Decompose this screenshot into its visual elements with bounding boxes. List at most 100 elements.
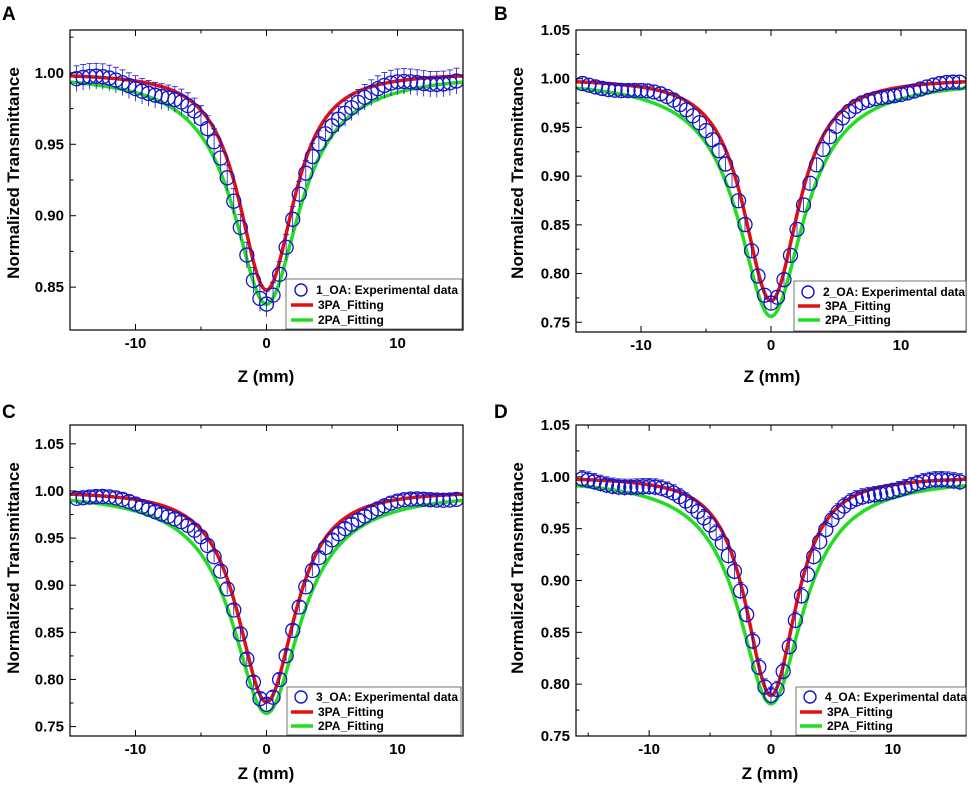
x-tick-label: -10 (125, 741, 147, 758)
data-point (808, 157, 825, 173)
data-point (909, 475, 925, 492)
panel-letter-b: B (494, 4, 508, 25)
data-point (769, 289, 786, 305)
data-point (95, 488, 111, 505)
data-point (717, 156, 734, 172)
data-point (623, 479, 639, 496)
data-point (806, 548, 822, 565)
data-point (714, 535, 730, 551)
panel-letter-d: D (494, 402, 508, 423)
data-point (442, 75, 458, 91)
data-point (598, 477, 615, 493)
x-tick-label: 10 (885, 741, 902, 758)
y-tick-label: 1.00 (35, 65, 64, 82)
legend-box-a (285, 278, 463, 330)
y-axis-title-d: Normalized Transmittance (508, 462, 527, 674)
legend-label-2pa-d: 2PA_Fitting (827, 719, 893, 733)
data-point (442, 492, 458, 508)
data-point (641, 479, 657, 495)
data-point (376, 498, 393, 514)
data-point (921, 472, 938, 489)
x-axis-title-b: Z (mm) (744, 367, 801, 386)
data-point (383, 75, 399, 91)
y-tick-label: 0.80 (541, 266, 570, 283)
data-point (285, 622, 301, 639)
data-point (101, 70, 117, 86)
data-point (607, 82, 623, 98)
plot-area-b: -10 0 10 0.75 0.80 0.85 0.90 0.95 1.00 1.05 (541, 22, 967, 354)
data-point (751, 659, 767, 675)
data-point (737, 216, 753, 233)
data-point (848, 491, 864, 507)
x-tick-label: 0 (767, 741, 775, 758)
fit-line-3pa-b (576, 80, 966, 303)
data-point (873, 486, 889, 502)
data-point (690, 503, 706, 520)
data-point (127, 496, 144, 512)
data-point (738, 606, 755, 623)
data-point (952, 474, 966, 490)
data-point (789, 221, 805, 238)
data-point (108, 72, 124, 88)
data-point (600, 81, 617, 98)
y-tick-label: 0.90 (541, 573, 570, 590)
data-point (611, 479, 627, 495)
legend-label-3pa-d: 3PA_Fitting (827, 705, 893, 719)
data-point (617, 479, 633, 496)
data-point (422, 76, 438, 92)
data-point (629, 479, 645, 495)
data-point (620, 82, 636, 99)
data-point (396, 492, 412, 508)
data-point (604, 478, 621, 494)
legend-b: 2_OA: Experimental data 3PA_Fitting 2PA_… (793, 280, 967, 332)
data-point (724, 172, 740, 189)
legend-label-2pa-c: 2PA_Fitting (318, 719, 384, 733)
data-point (448, 491, 463, 508)
data-point (613, 82, 630, 99)
legend-label-experimental-b: 2_OA: Experimental data (823, 285, 965, 299)
data-point (160, 508, 176, 525)
x-tick-label: 10 (893, 337, 910, 354)
data-point (576, 471, 590, 487)
data-point (781, 638, 797, 655)
data-point (422, 492, 438, 508)
legend-label-2pa-b: 2PA_Fitting (825, 313, 891, 327)
fit-line-2pa-c (70, 498, 463, 716)
x-axis-title-a: Z (mm) (238, 367, 295, 386)
data-point (245, 674, 262, 690)
panel-a: A Normalized Transmittance Z (mm) -10 0 10… (2, 4, 464, 386)
data-point (592, 475, 609, 492)
y-tick-label: 1.05 (541, 417, 570, 434)
panel-letter-c: C (2, 402, 16, 423)
y-tick-label: 1.00 (35, 483, 64, 500)
data-point (854, 489, 871, 505)
data-point (830, 504, 846, 520)
y-tick-label: 0.80 (35, 671, 64, 688)
legend-label-3pa-b: 3PA_Fitting (825, 299, 891, 313)
data-point (776, 272, 792, 288)
y-tick-label: 0.90 (35, 208, 64, 225)
data-point (802, 175, 818, 191)
data-point (226, 602, 242, 618)
data-point (745, 633, 761, 649)
data-point (239, 651, 255, 667)
data-point (743, 243, 760, 259)
data-point (291, 599, 307, 615)
data-point (265, 287, 281, 303)
data-point (82, 68, 98, 85)
legend-d: 4_OA: Experimental data 3PA_Fitting 2PA_… (795, 686, 967, 736)
data-point (933, 472, 950, 488)
data-point (127, 80, 144, 97)
legend-c: 3_OA: Experimental data 3PA_Fitting 2PA_… (286, 686, 462, 736)
legend-label-3pa-c: 3PA_Fitting (318, 705, 384, 719)
panel-letter-a: A (2, 4, 16, 25)
fit-line-3pa-c (70, 492, 463, 704)
data-point (652, 86, 669, 102)
y-tick-label: 1.05 (35, 436, 64, 453)
y-tick-label: 0.90 (541, 168, 570, 185)
data-point (866, 487, 883, 503)
x-tick-label: 10 (389, 335, 406, 352)
data-point (873, 89, 890, 106)
x-tick-label: -10 (630, 337, 652, 354)
data-point (626, 82, 643, 99)
